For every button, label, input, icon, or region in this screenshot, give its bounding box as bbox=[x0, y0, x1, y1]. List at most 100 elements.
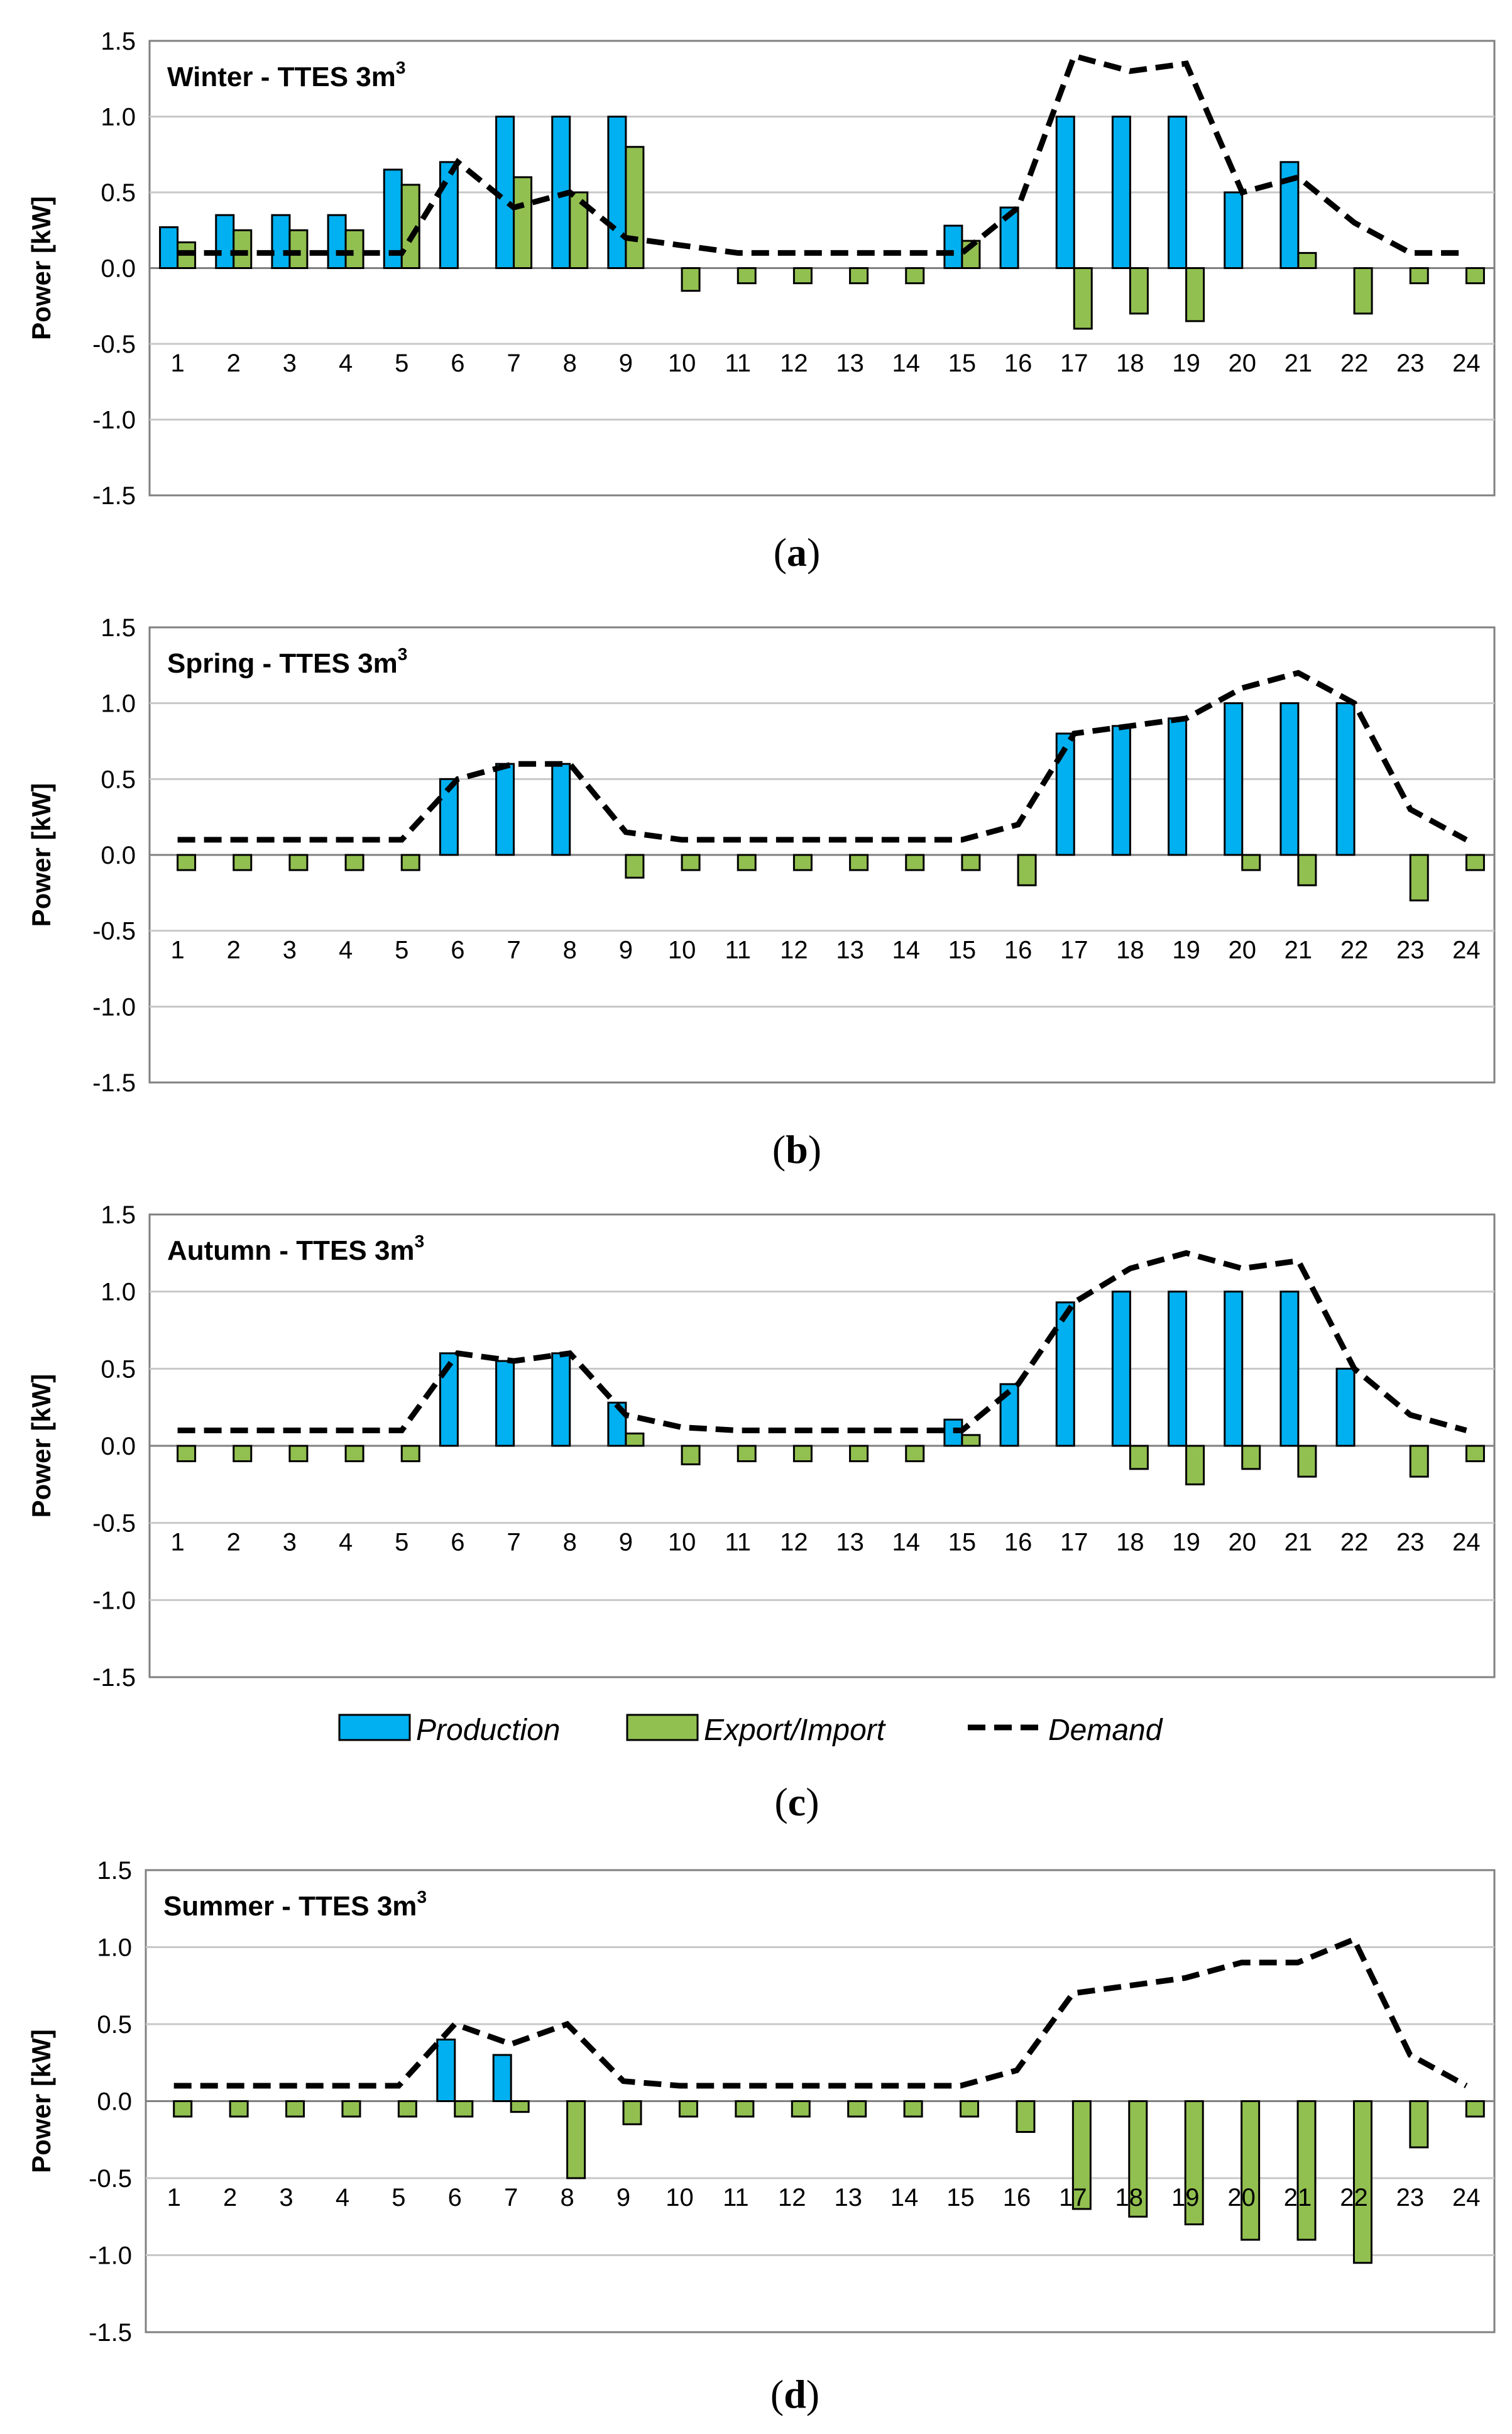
export-import-bar bbox=[960, 2100, 980, 2118]
production-bar bbox=[1055, 116, 1075, 269]
x-tick-label: 12 bbox=[778, 2184, 806, 2211]
x-tick-label: 21 bbox=[1284, 2184, 1312, 2211]
x-tick-label: 5 bbox=[392, 2184, 405, 2211]
x-tick-label: 20 bbox=[1229, 937, 1257, 964]
production-bar bbox=[1224, 702, 1244, 856]
production-bar bbox=[1279, 702, 1300, 856]
production-bar bbox=[495, 116, 515, 269]
x-tick-label: 23 bbox=[1396, 350, 1425, 377]
x-tick-label: 9 bbox=[616, 2184, 630, 2211]
export-import-bar bbox=[681, 267, 701, 292]
x-tick-label: 8 bbox=[563, 350, 577, 377]
x-tick-label: 17 bbox=[1060, 350, 1088, 377]
x-tick-label: 3 bbox=[283, 937, 297, 964]
production-bar bbox=[1111, 1291, 1131, 1447]
export-import-bar bbox=[1128, 2100, 1148, 2218]
production-bar bbox=[943, 224, 963, 269]
export-import-bar bbox=[849, 1445, 869, 1463]
export-import-bar bbox=[737, 854, 757, 871]
production-bar bbox=[1111, 116, 1131, 269]
x-tick-label: 13 bbox=[836, 350, 864, 377]
x-tick-label: 12 bbox=[780, 1529, 808, 1556]
x-tick-label: 3 bbox=[283, 1529, 297, 1556]
y-tick-label: -1.0 bbox=[92, 1587, 136, 1614]
export-import-bar bbox=[1409, 1445, 1429, 1478]
production-bar bbox=[436, 2039, 456, 2102]
x-tick-label: 23 bbox=[1396, 1529, 1425, 1556]
export-import-bar bbox=[233, 854, 253, 871]
y-tick-label: 0.0 bbox=[101, 842, 136, 869]
production-bar bbox=[1224, 1291, 1244, 1447]
production-bar bbox=[439, 161, 459, 269]
x-tick-label: 2 bbox=[223, 2184, 237, 2211]
x-tick-label: 15 bbox=[948, 937, 977, 964]
x-tick-label: 17 bbox=[1060, 937, 1088, 964]
export-import-bar bbox=[1016, 2100, 1036, 2133]
demand-line bbox=[177, 1250, 1467, 1433]
x-tick-label: 13 bbox=[836, 937, 864, 964]
export-import-bar bbox=[566, 2100, 586, 2179]
x-tick-label: 14 bbox=[892, 937, 921, 964]
x-tick-label: 19 bbox=[1172, 350, 1200, 377]
x-tick-label: 22 bbox=[1340, 937, 1369, 964]
x-tick-label: 18 bbox=[1116, 1529, 1144, 1556]
production-bar bbox=[1168, 717, 1188, 856]
export-import-bar bbox=[847, 2100, 867, 2118]
x-tick-label: 4 bbox=[339, 350, 353, 377]
x-tick-label: 8 bbox=[561, 2184, 574, 2211]
chart-panel-d: 1.5 1.0 0.5 0.0 -0.5 -1.0 -1.5 Power [kW] Summer… bbox=[26, 1857, 1496, 2416]
y-tick-label: 0.5 bbox=[101, 1355, 136, 1383]
y-tick-label: 1.5 bbox=[97, 1857, 132, 1885]
export-import-bar bbox=[622, 2100, 642, 2125]
export-import-bar bbox=[681, 1445, 701, 1465]
x-tick-label: 7 bbox=[504, 2184, 518, 2211]
legend-production-swatch bbox=[338, 1714, 411, 1741]
chart-title: Autumn - TTES 3m3 bbox=[167, 1231, 424, 1266]
export-import-bar bbox=[1071, 2100, 1092, 2210]
x-tick-label: 24 bbox=[1452, 1529, 1481, 1556]
export-import-bar bbox=[1185, 1445, 1205, 1485]
export-import-bar bbox=[1017, 854, 1037, 886]
production-bar bbox=[1055, 732, 1075, 856]
export-import-bar bbox=[288, 1445, 309, 1463]
export-import-bar bbox=[625, 854, 645, 879]
x-tick-label: 16 bbox=[1004, 350, 1033, 377]
production-bar bbox=[159, 226, 179, 269]
chart-title: Winter - TTES 3m3 bbox=[167, 58, 405, 92]
export-import-bar bbox=[625, 146, 645, 269]
production-bar bbox=[1168, 116, 1188, 269]
demand-line bbox=[177, 52, 1467, 256]
export-import-bar bbox=[678, 2100, 698, 2118]
export-import-bar bbox=[1241, 1445, 1261, 1470]
export-import-bar bbox=[344, 229, 364, 269]
export-import-bar bbox=[1129, 1445, 1149, 1470]
demand-line bbox=[177, 669, 1468, 843]
export-import-bar bbox=[737, 267, 757, 285]
legend: Production Export/Import Demand bbox=[338, 1714, 1163, 1747]
production-bar bbox=[551, 1352, 571, 1447]
x-tick-label: 20 bbox=[1227, 2184, 1256, 2211]
production-bar bbox=[551, 763, 571, 856]
x-tick-label: 22 bbox=[1340, 1529, 1369, 1556]
export-import-bar bbox=[1297, 251, 1317, 269]
production-bar bbox=[327, 214, 347, 269]
y-tick-label: -0.5 bbox=[89, 2165, 132, 2193]
production-bar bbox=[495, 763, 515, 856]
production-bar bbox=[1335, 1367, 1356, 1447]
legend-export-swatch bbox=[626, 1714, 699, 1741]
y-tick-label: 0.5 bbox=[101, 766, 136, 793]
export-import-bar bbox=[454, 2100, 474, 2118]
x-tick-label: 20 bbox=[1229, 350, 1257, 377]
x-tick-label: 1 bbox=[170, 350, 184, 377]
panel-caption: (b) bbox=[772, 1127, 821, 1172]
export-import-bar bbox=[792, 267, 813, 285]
x-tick-label: 6 bbox=[451, 1529, 464, 1556]
x-tick-label: 4 bbox=[339, 1529, 353, 1556]
export-import-bar bbox=[341, 2100, 361, 2118]
y-axis-label: Power [kW] bbox=[26, 1374, 56, 1518]
x-tick-label: 11 bbox=[723, 2184, 749, 2211]
x-tick-label: 8 bbox=[563, 937, 577, 964]
export-import-bar bbox=[344, 1445, 364, 1463]
x-tick-label: 9 bbox=[619, 937, 633, 964]
